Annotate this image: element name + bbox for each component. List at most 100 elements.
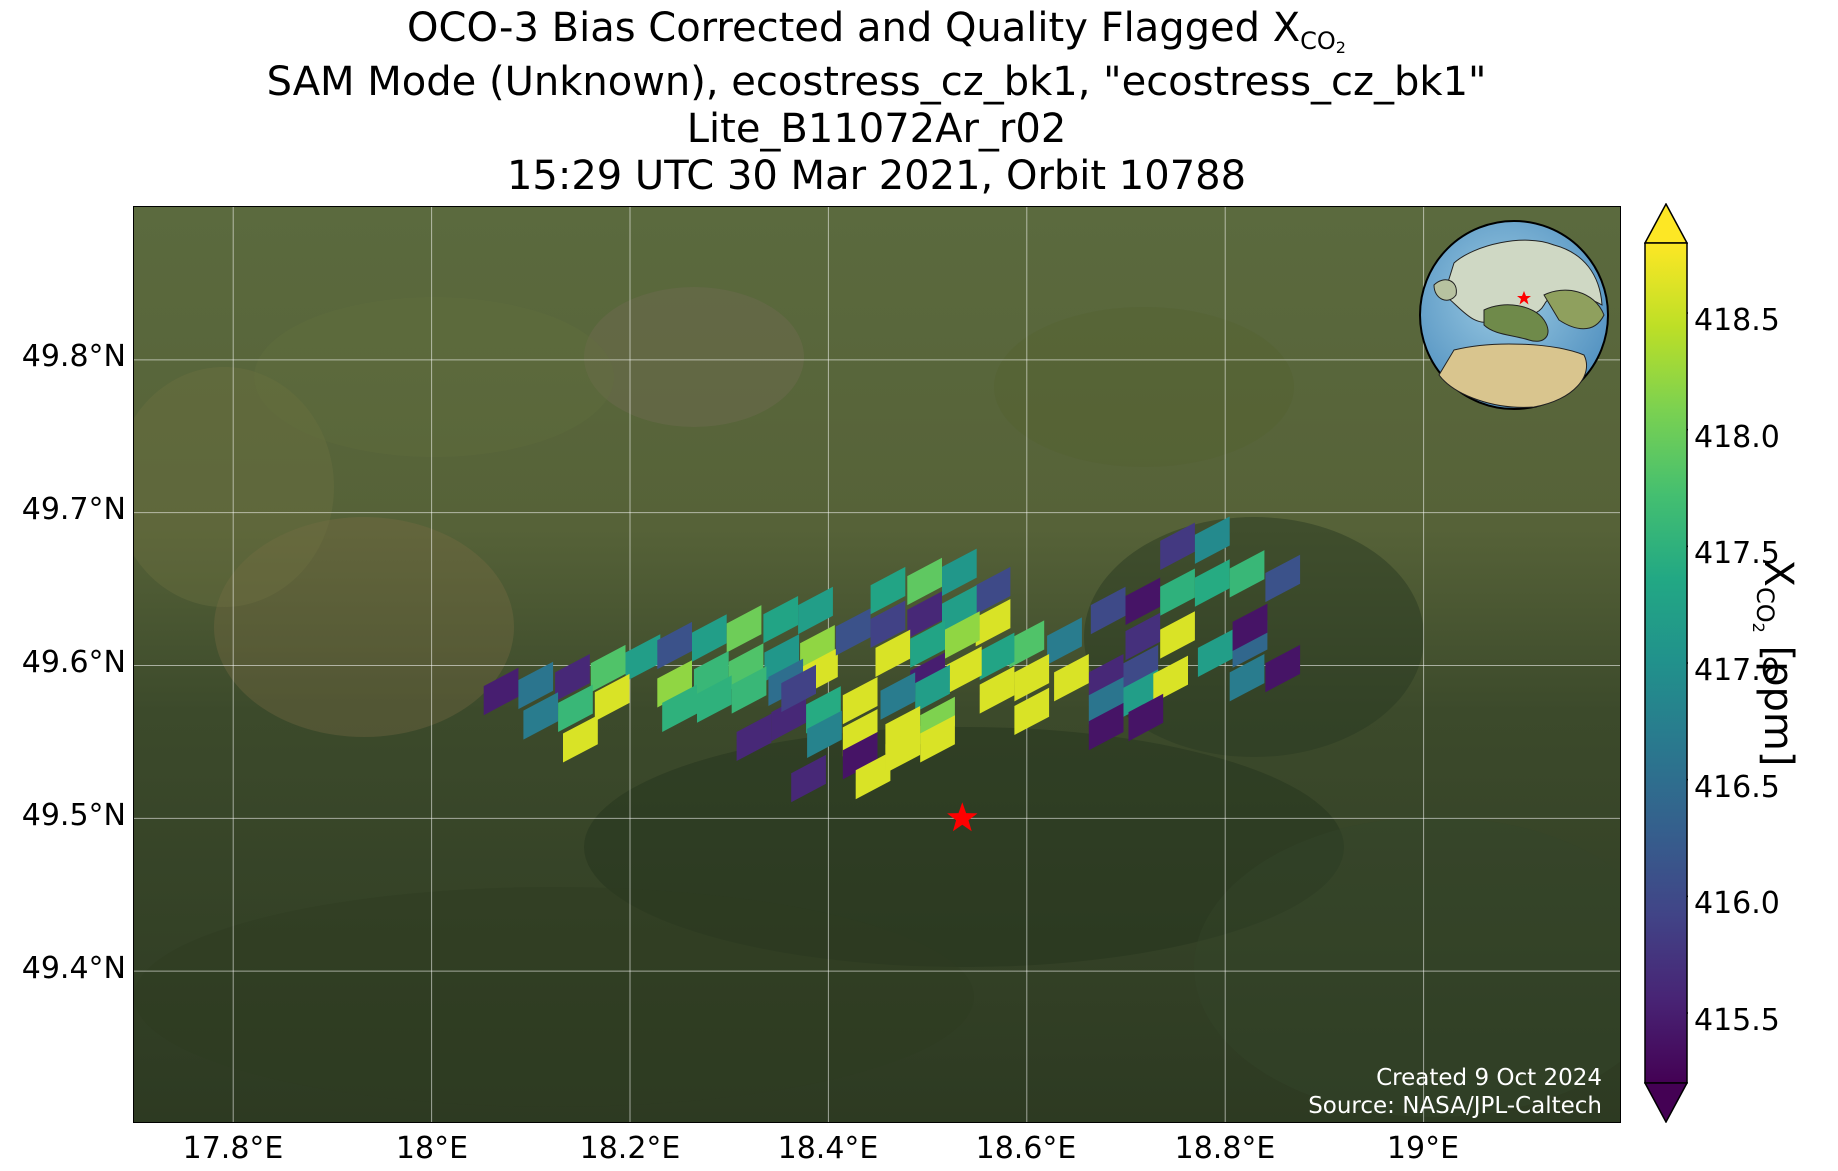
xco2-sounding-footprint [697,675,732,723]
xco2-sounding-footprint [1123,669,1159,717]
xco2-sounding-footprint [855,751,891,800]
xco2-sounding-footprint [946,646,982,694]
xco2-sounding-footprint [1128,693,1164,742]
lat-tick-label: 49.8°N [21,339,126,374]
xco2-sounding-footprint [885,725,921,774]
colorbar-label: XCO2 [ppm] [1749,559,1801,767]
xco2-sounding-footprint [791,754,826,803]
xco2-sounding-footprint [870,566,906,615]
xco2-sounding-footprint [942,585,977,633]
lon-tick-label: 18.8°E [1174,1131,1276,1166]
lon-tick-label: 17.8°E [182,1131,284,1166]
xco2-sounding-footprint [806,686,841,734]
xco2-sounding-footprint [1047,617,1082,665]
xco2-sounding-footprint [907,591,942,639]
xco2-sounding-footprint [728,643,764,691]
xco2-sounding-footprint [726,605,762,653]
xco2-sounding-footprint [870,600,906,648]
lon-tick-label: 18°E [395,1131,469,1166]
xco2-sounding-footprint [483,667,519,716]
xco2-sounding-footprint [657,621,692,670]
colorbar-tick-label: 417.5 [1694,536,1780,571]
colorbar-tick-label: 416.5 [1694,770,1780,805]
xco2-sounding-footprint [763,596,799,644]
colorbar-tick-label: 416.0 [1694,886,1780,921]
xco2-sounding-footprint [842,709,878,757]
xco2-sounding-footprint [842,677,878,725]
xco2-sounding-footprint [694,651,729,699]
xco2-sounding-footprint [1160,568,1195,616]
chart-title-line2: SAM Mode (Unknown), ecostress_cz_bk1, "e… [266,59,1487,105]
xco2-sounding-footprint [1088,677,1124,725]
xco2-sounding-footprint [590,644,626,693]
xco2-sounding-footprint [1125,612,1161,661]
xco2-sounding-footprint [523,692,559,740]
xco2-sounding-footprint [764,634,800,682]
xco2-sounding-footprint [771,693,807,742]
xco2-sounding-footprint [625,634,661,682]
red-star-icon [1517,291,1531,305]
xco2-sounding-footprint [1125,577,1161,625]
xco2-sounding-footprint [942,548,977,596]
xco2-sounding-footprint [781,664,816,713]
xco2-sounding-footprint [555,654,590,702]
target-marker-layer [947,802,978,832]
xco2-sounding-footprint [1160,522,1195,570]
xco2-sounding-footprint [910,620,945,668]
lat-tick-label: 49.5°N [21,798,126,833]
xco2-sounding-footprint [835,608,871,656]
colorbar-tick-label: 418.0 [1694,420,1780,455]
xco2-sounding-footprint [692,614,727,662]
globe-icon [1419,220,1609,410]
xco2-sounding-footprint [594,673,630,722]
lat-tick-label: 49.6°N [21,645,126,680]
xco2-sounding-footprint [1014,687,1050,735]
colorbar [1644,203,1688,1123]
lon-tick-label: 18.2°E [579,1131,681,1166]
credit-source: Source: NASA/JPL-Caltech [1308,1093,1602,1119]
chart-title-line4: 15:29 UTC 30 Mar 2021, Orbit 10788 [506,153,1247,199]
graticule [134,207,1620,1122]
xco2-sounding-footprint [736,713,772,761]
xco2-sounding-footprint [1265,644,1301,693]
xco2-sounding-footprint [1153,655,1188,703]
xco2-sounding-footprint [945,611,980,659]
xco2-sounding-footprint [518,661,554,710]
xco2-sounding-footprint [1232,603,1268,651]
xco2-sounding-footprint [975,566,1011,615]
xco2-sounding-footprint [807,710,842,758]
chart-title-line3: Lite_B11072Ar_r02 [686,106,1067,152]
xco2-sounding-footprint [975,599,1011,647]
lat-tick-label: 49.4°N [21,951,126,986]
xco2-soundings [483,516,1301,803]
red-star-icon [947,802,978,832]
xco2-sounding-footprint [1160,611,1195,659]
xco2-sounding-footprint [657,660,692,708]
xco2-sounding-footprint [1054,654,1089,702]
xco2-sounding-footprint [1194,516,1230,564]
xco2-sounding-footprint [1009,620,1045,668]
credit-created: Created 9 Oct 2024 [1376,1065,1602,1091]
xco2-sounding-footprint [979,632,1015,680]
xco2-sounding-footprint [1197,629,1233,677]
lon-tick-label: 18.4°E [777,1131,879,1166]
lat-tick-label: 49.7°N [21,492,126,527]
xco2-sounding-footprint [875,629,911,677]
xco2-sounding-footprint [731,666,767,714]
map-panel[interactable]: Created 9 Oct 2024 Source: NASA/JPL-Calt… [133,206,1621,1123]
xco2-sounding-footprint [920,715,955,763]
xco2-sounding-footprint [800,625,835,673]
xco2-sounding-footprint [1229,654,1265,702]
xco2-sounding-footprint [907,557,942,606]
lon-tick-label: 19°E [1386,1131,1460,1166]
colorbar-tick-label: 415.5 [1694,1003,1780,1038]
xco2-sounding-footprint [915,664,950,713]
xco2-sounding-footprint [1229,550,1265,598]
terrain-texture [134,287,1620,1117]
colorbar-tick-label: 417.0 [1694,653,1780,688]
lon-tick-label: 18.6°E [975,1131,1077,1166]
xco2-sounding-footprint [662,684,697,732]
xco2-sounding-footprint [798,586,833,635]
xco2-sounding-footprint [880,672,916,720]
xco2-sounding-footprint [1194,559,1230,607]
